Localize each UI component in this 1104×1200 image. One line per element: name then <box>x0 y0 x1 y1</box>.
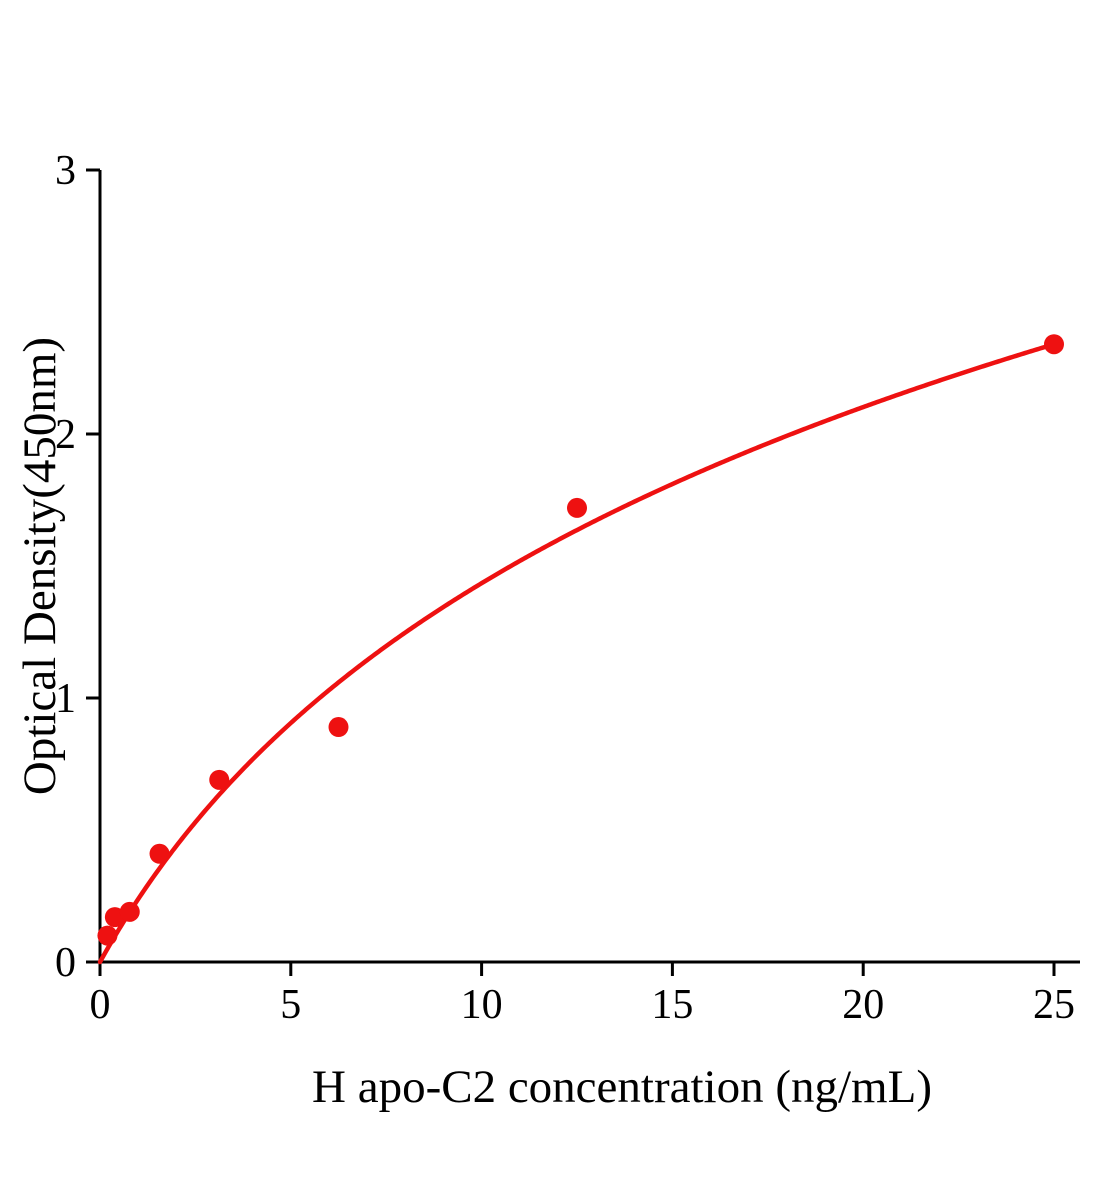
data-point <box>119 901 140 922</box>
y-tick-label: 1 <box>55 676 76 722</box>
y-tick-label: 2 <box>55 412 76 458</box>
axes <box>98 170 1080 964</box>
data-point <box>97 925 118 946</box>
x-tick-label: 0 <box>90 982 111 1028</box>
x-tick-label: 20 <box>842 982 884 1028</box>
data-point <box>567 497 587 518</box>
x-tick-label: 25 <box>1033 982 1075 1028</box>
x-tick-label: 10 <box>461 982 503 1028</box>
x-axis-title: H apo-C2 concentration (ng/mL) <box>312 1061 932 1113</box>
data-point <box>1044 334 1064 355</box>
y-tick-label: 0 <box>55 940 76 986</box>
y-tick-label: 3 <box>55 148 76 194</box>
y-axis-title: Optical Density(450nm) <box>14 336 66 796</box>
x-tick-label: 5 <box>280 982 301 1028</box>
x-tick-label: 15 <box>651 982 693 1028</box>
data-point <box>149 843 170 864</box>
data-point <box>209 769 230 790</box>
data-point <box>328 717 349 738</box>
fit-curve <box>97 341 1057 965</box>
